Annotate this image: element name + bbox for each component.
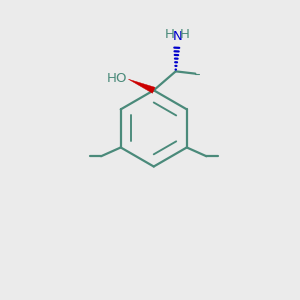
Text: N: N bbox=[172, 30, 182, 43]
Text: H: H bbox=[180, 28, 190, 41]
Text: H: H bbox=[107, 72, 117, 85]
Text: H: H bbox=[165, 28, 175, 41]
Polygon shape bbox=[128, 79, 155, 93]
Text: O: O bbox=[116, 72, 126, 85]
